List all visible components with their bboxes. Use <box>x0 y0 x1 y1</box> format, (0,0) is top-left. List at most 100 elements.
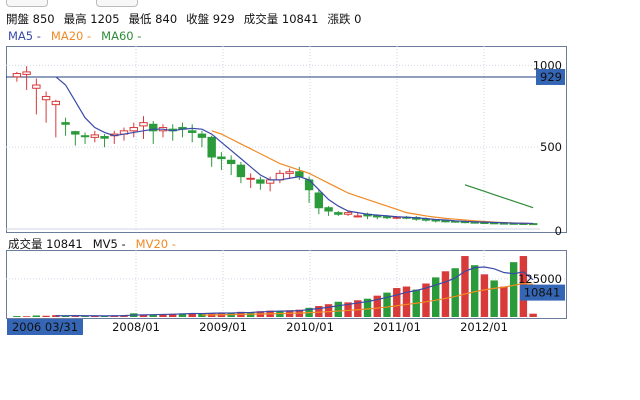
volume-bar <box>402 286 411 317</box>
ma_legend-item: MA20 - <box>50 29 92 43</box>
volume-bar <box>91 315 99 317</box>
volume-bar <box>32 315 41 317</box>
quote-4: 成交量 10841 <box>243 12 319 26</box>
candle-body <box>441 220 450 223</box>
candle-body <box>256 179 265 184</box>
candle-body <box>71 131 80 135</box>
volume-legend: 成交量 10841 MV5 - MV20 - <box>8 236 186 252</box>
candle-body <box>324 207 333 212</box>
candle-body <box>343 212 353 215</box>
ma-legend: MA5 - MA20 - MA60 - <box>8 29 151 43</box>
quote-5: 漲跌 0 <box>327 12 362 26</box>
volume-bar <box>480 274 489 317</box>
current-volume-box <box>520 284 565 301</box>
volume-bar <box>276 311 284 317</box>
candle-body <box>149 123 158 132</box>
candle-body <box>139 122 148 127</box>
candle-body <box>100 136 109 139</box>
volume-bar <box>169 313 177 317</box>
quote-0: 開盤 850 <box>6 12 55 26</box>
mv5-line <box>55 266 534 317</box>
candle-body <box>382 216 392 219</box>
ma_legend-item: MA60 - <box>101 29 142 43</box>
ma_legend-item: MA5 - <box>8 29 41 43</box>
volume-bar <box>149 314 157 317</box>
ma5-line <box>55 76 534 225</box>
candle-body <box>373 215 382 218</box>
candle-body <box>314 192 324 209</box>
candle-body <box>41 95 51 101</box>
volume-bar <box>13 316 21 317</box>
quote-1: 最高 1205 <box>63 12 120 26</box>
candle-body <box>22 71 31 75</box>
volume-bar <box>139 314 148 317</box>
candle-body <box>304 179 314 191</box>
candle-body <box>353 215 362 218</box>
toolbar-button-fragment[interactable] <box>6 0 48 7</box>
volume-bar <box>42 315 50 317</box>
date-label: 2011/01 <box>373 320 421 334</box>
price-tick-label: 0 <box>555 224 562 238</box>
candle-body <box>421 218 431 221</box>
ma60-line <box>464 184 534 209</box>
candle-body <box>51 100 61 106</box>
volume-bar <box>529 313 537 317</box>
volume-bar <box>354 300 362 317</box>
volume-bar <box>432 277 440 317</box>
volume-bar <box>52 315 60 317</box>
mv20-line <box>201 282 534 316</box>
volume-bar <box>500 286 508 317</box>
candle-body <box>12 73 22 78</box>
ma20-line <box>211 130 534 225</box>
volume-bar <box>441 271 450 317</box>
candle-body <box>207 136 216 158</box>
volume-bar <box>393 288 401 317</box>
date-label: 2012/01 <box>460 320 508 334</box>
current-price-label: 929 <box>540 70 562 84</box>
volume-bar <box>188 313 196 317</box>
date-label: 2010/01 <box>286 320 334 334</box>
date-label: 2009/01 <box>199 320 247 334</box>
candle-body <box>129 127 138 132</box>
candle-body <box>80 135 90 138</box>
volume-bar <box>334 301 343 317</box>
candle-body <box>334 212 343 215</box>
volume-bar <box>81 316 89 317</box>
current-price-box <box>536 68 565 85</box>
current-volume-label: 10841 <box>524 286 561 300</box>
quote-2: 最低 840 <box>128 12 178 26</box>
candle-body <box>197 133 207 138</box>
candle-body <box>246 177 255 180</box>
date-start-box <box>7 319 83 335</box>
volume-bar <box>198 313 206 317</box>
date-label: 2008/01 <box>112 320 160 334</box>
volume-bar <box>383 292 391 317</box>
candle-body <box>295 171 304 178</box>
quote-3: 收盤 929 <box>186 12 235 26</box>
volume-bar <box>451 268 459 317</box>
price-frame <box>6 46 567 233</box>
candle-body <box>236 164 246 178</box>
vol_legend-item: MV5 - <box>92 237 126 251</box>
volume-bar <box>324 304 333 317</box>
volume-bar <box>61 315 70 317</box>
date-start-label: 2006 03/31 <box>12 320 78 334</box>
volume-bar <box>315 306 323 317</box>
candle-body <box>61 122 70 125</box>
quote-summary: 開盤 850 最高 1205 最低 840 收盤 929 成交量 10841 漲跌 0 <box>6 11 370 27</box>
volume-tick-label: 125000 <box>518 272 562 286</box>
candle-body <box>90 134 99 138</box>
volume-bar <box>22 316 31 317</box>
volume-bar <box>422 283 430 317</box>
toolbar-button-fragment[interactable] <box>96 0 138 7</box>
candle-body <box>226 159 236 165</box>
volume-bar <box>178 313 187 317</box>
price-tick-label: 1000 <box>533 58 562 72</box>
candle-body <box>32 84 41 89</box>
candle-body <box>188 130 197 133</box>
volume-bar <box>461 256 469 317</box>
vol_legend-item: MV20 - <box>135 237 176 251</box>
volume-bar <box>363 298 372 317</box>
candle-body <box>217 156 226 160</box>
